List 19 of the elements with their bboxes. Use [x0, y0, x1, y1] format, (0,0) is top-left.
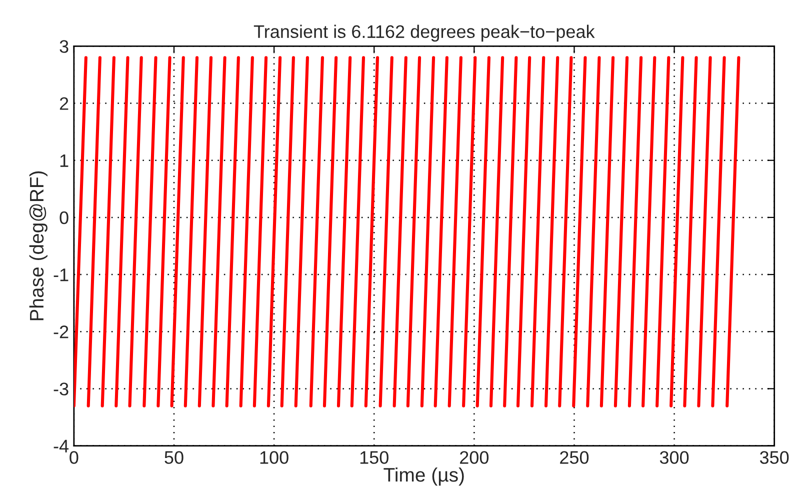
- y-tick-label: -4: [54, 440, 69, 452]
- y-tick-label: 1: [60, 154, 68, 167]
- x-axis-title: Time (µs): [384, 467, 464, 486]
- x-tick-label: 300: [660, 451, 689, 464]
- y-tick-label: -1: [54, 268, 68, 282]
- y-tick-label: 0: [60, 211, 68, 224]
- x-tick-label: 200: [460, 451, 489, 464]
- y-tick-label: -2: [54, 326, 68, 338]
- x-tick-label: 0: [70, 451, 78, 464]
- x-tick-label: 250: [560, 451, 589, 464]
- y-tick-label: -3: [54, 382, 68, 396]
- chart-title: Transient is 6.1162 degrees peak−to−peak: [254, 24, 595, 42]
- x-tick-label: 150: [360, 451, 388, 464]
- x-tick-label: 350: [760, 451, 789, 464]
- x-tick-label: 100: [260, 451, 288, 464]
- y-tick-label: 2: [60, 97, 68, 110]
- x-tick-label: 50: [164, 451, 184, 464]
- y-tick-label: 3: [60, 40, 68, 53]
- y-axis-title: Phase (deg@RF): [29, 171, 48, 320]
